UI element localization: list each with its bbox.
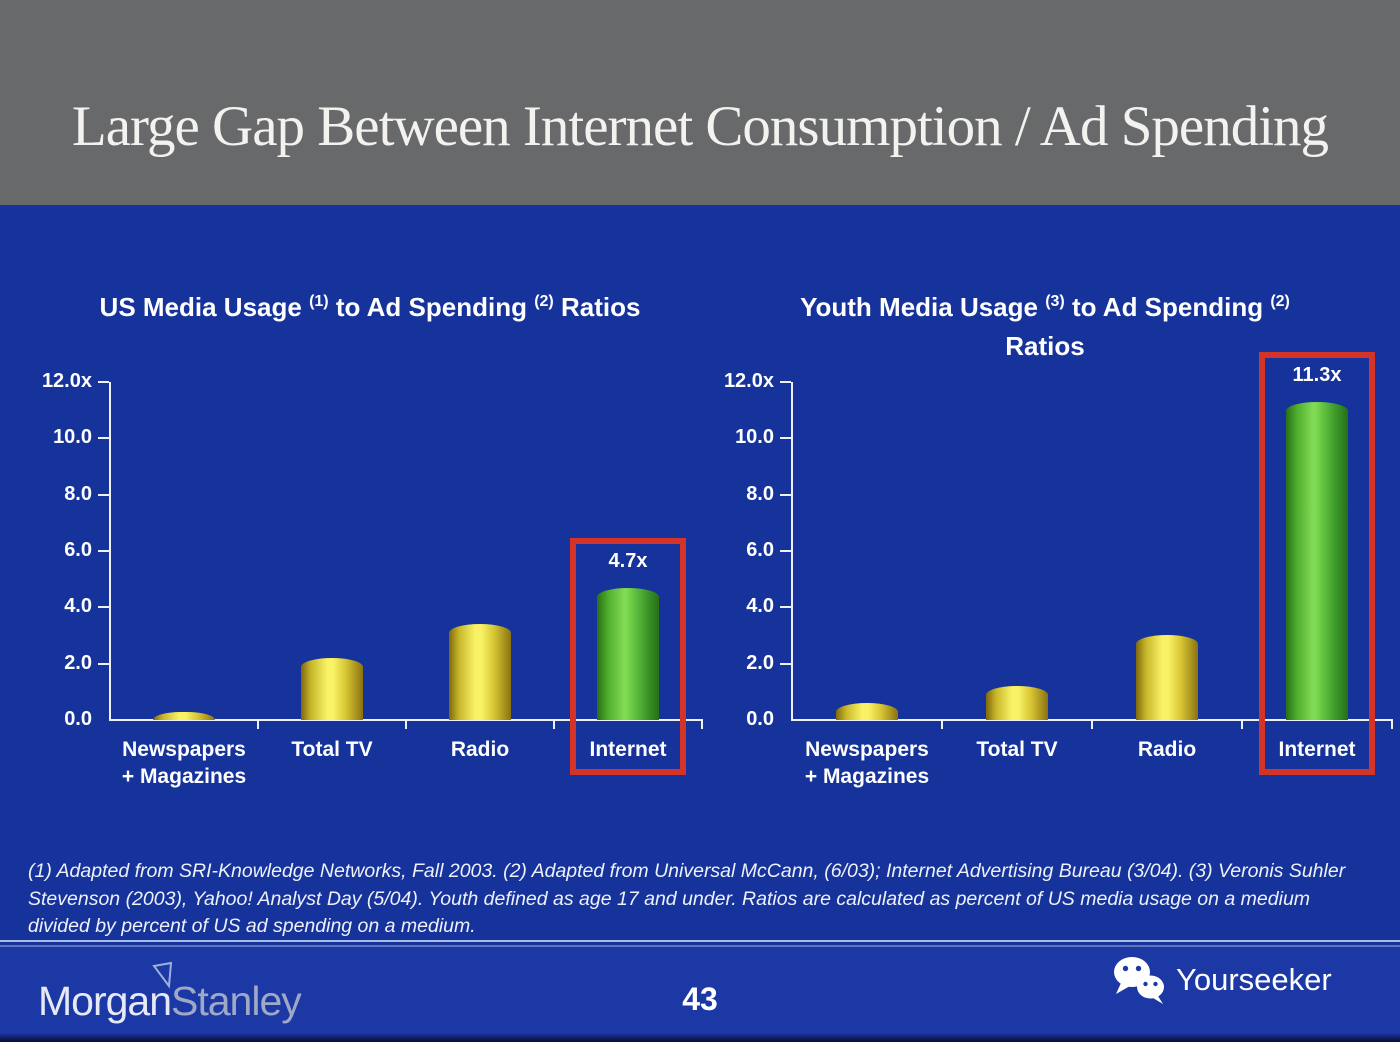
y-axis-line [109,382,111,721]
bar-value-label: 4.7x [608,550,648,572]
slide-footer: MorganStanley 43 Yourseeker [0,947,1400,1042]
chart-plot-youth: 0.0 2.0 4.0 6.0 8.0 10.0 12.0x Newspapers + Maga… [700,205,1400,860]
x-axis-label-internet: Internet [589,738,667,761]
x-tick [1091,720,1093,729]
yourseeker-label: Yourseeker [1176,962,1332,997]
x-tick [257,720,259,729]
y-axis-label: 0.0 [64,708,92,730]
bar-total-tv [986,686,1048,720]
bar-internet [597,588,659,720]
x-axis-label-internet: Internet [1278,738,1356,761]
x-axis-label-newspapers-magazines: Newspapers + Magazines [121,738,247,788]
y-tick [780,662,791,665]
y-axis-label: 8.0 [746,482,774,505]
x-tick [701,720,703,729]
separator-line [0,940,1400,947]
y-tick [780,437,791,440]
y-axis-label: 4.0 [64,595,92,618]
y-axis-label: 2.0 [64,651,92,674]
y-tick [98,550,109,552]
y-tick [98,606,109,609]
y-axis-label: 10.0 [53,426,92,449]
y-tick [780,606,791,609]
y-axis-label: 4.0 [746,595,774,618]
chart-plot-us: 0.0 2.0 4.0 6.0 8.0 10.0 12.0x Newspapers + Maga… [0,205,703,860]
morgan-stanley-logo-stanley: Stanley [171,978,302,1024]
y-axis-label: 2.0 [746,651,774,674]
x-tick [405,720,407,729]
y-tick [98,381,109,383]
y-tick [98,437,109,440]
morgan-stanley-logo-morgan: Morgan [38,978,172,1024]
bar-value-label: 11.3x [1292,364,1342,386]
y-tick [98,493,109,496]
y-axis-line [791,382,793,721]
footnote: (1) Adapted from SRI-Knowledge Networks,… [28,860,1346,937]
highlight-box [1259,352,1375,775]
bar-total-tv [301,658,363,720]
chart-panel-us-media: US Media Usage (1) to Ad Spending (2) Ra… [0,205,703,860]
y-axis-label: 12.0x [723,370,774,392]
bar-radio [1136,635,1198,720]
y-tick [780,493,791,496]
y-axis-label: 6.0 [746,539,774,561]
y-axis-label: 8.0 [64,482,92,505]
page-title: Large Gap Between Internet Consumption /… [71,95,1329,158]
wechat-icon [1114,957,1164,1004]
x-tick [1391,720,1393,729]
y-axis-label: 12.0x [41,370,92,392]
bar-internet [1286,402,1348,720]
bar-newspapers-magazines [153,712,215,720]
highlight-box [570,538,686,775]
y-axis-label: 10.0 [735,426,774,449]
bottom-shadow [0,1033,1400,1042]
y-tick [98,662,109,665]
yourseeker-watermark: Yourseeker [1112,955,1332,1005]
y-tick [780,550,791,552]
morgan-stanley-flag-icon [152,961,173,989]
x-tick [1241,720,1243,729]
y-tick [780,381,791,383]
bar-radio [449,624,511,720]
x-axis-label-newspapers-magazines: Newspapers + Magazines [804,738,930,788]
x-tick [941,720,943,729]
morgan-stanley-logo: MorganStanley [38,961,302,1029]
page-number: 43 [682,981,718,1017]
chart-title-us: US Media Usage (1) to Ad Spending (2) Ra… [99,292,641,322]
x-axis-label-total-tv: Total TV [291,738,373,761]
chart-title-youth: Youth Media Usage (3) to Ad Spending (2)… [800,292,1290,361]
y-axis-label: 6.0 [64,539,92,561]
slide-header: Large Gap Between Internet Consumption /… [0,0,1400,205]
x-tick [553,720,555,729]
x-axis-label-radio: Radio [1137,738,1197,761]
y-axis-label: 0.0 [746,708,774,730]
chart-panel-youth-media: Youth Media Usage (3) to Ad Spending (2)… [700,205,1400,860]
x-axis-label-total-tv: Total TV [976,738,1058,761]
x-axis-label-radio: Radio [450,738,510,761]
bar-newspapers-magazines [836,703,898,720]
